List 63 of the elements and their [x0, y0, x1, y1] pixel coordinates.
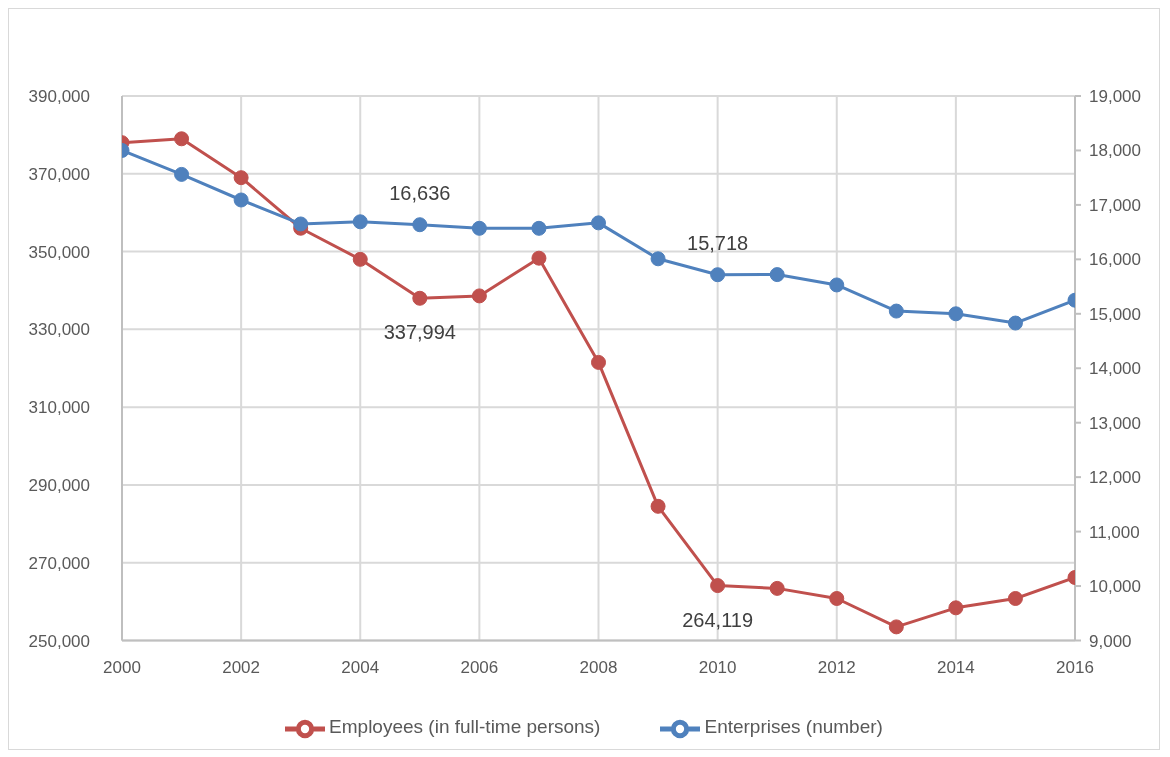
y2-tick-label: 11,000 [1089, 522, 1140, 542]
data-label: 264,119 [682, 608, 754, 631]
x-tick-label: 2016 [1056, 657, 1094, 677]
point [829, 591, 845, 606]
y2-tick-label: 14,000 [1089, 359, 1141, 379]
y-tick-label: 310,000 [28, 398, 90, 418]
y-tick-label: 270,000 [28, 553, 90, 573]
point [471, 288, 487, 304]
x-tick-label: 2002 [222, 657, 261, 677]
legend-label: Enterprises (number) [704, 716, 883, 738]
x-tick-label: 2004 [341, 657, 380, 677]
data-label: 16,636 [389, 181, 451, 204]
point [591, 215, 606, 231]
point [829, 277, 845, 293]
point [591, 354, 606, 370]
point [710, 578, 726, 594]
x-tick-label: 2008 [579, 657, 618, 677]
point [948, 600, 964, 616]
point [769, 580, 785, 596]
y2-tick-label: 13,000 [1089, 413, 1141, 433]
y-tick-label: 330,000 [28, 320, 90, 340]
point [531, 250, 547, 266]
point [233, 170, 249, 186]
y2-tick-label: 15,000 [1089, 304, 1141, 324]
y2-tick-label: 19,000 [1089, 87, 1141, 107]
point [352, 251, 368, 267]
point [174, 166, 190, 182]
x-tick-label: 2012 [817, 657, 856, 677]
data-label: 337,994 [383, 321, 456, 344]
y2-tick-label: 9,000 [1089, 631, 1132, 651]
point [888, 619, 904, 635]
y2-tick-label: 16,000 [1089, 250, 1141, 270]
point [352, 214, 368, 230]
point [888, 303, 904, 319]
point [412, 290, 428, 306]
point [293, 216, 309, 232]
point [531, 220, 547, 236]
point [174, 131, 190, 147]
y2-tick-label: 17,000 [1089, 195, 1141, 215]
x-tick-label: 2014 [936, 657, 975, 677]
y2-tick-label: 12,000 [1089, 468, 1141, 488]
point [650, 498, 666, 514]
point [948, 306, 964, 322]
y2-tick-label: 10,000 [1089, 577, 1141, 597]
point [233, 192, 249, 208]
point [1007, 591, 1023, 606]
point [650, 251, 666, 267]
point [710, 267, 726, 283]
point [471, 220, 487, 236]
x-tick-label: 2010 [698, 657, 737, 677]
x-tick-label: 2000 [103, 657, 141, 677]
y-tick-label: 350,000 [28, 242, 90, 262]
x-tick-label: 2006 [460, 657, 499, 677]
point [412, 217, 428, 233]
y-tick-label: 290,000 [28, 475, 90, 495]
y2-tick-label: 18,000 [1089, 141, 1141, 161]
data-label: 15,718 [687, 231, 749, 254]
y-tick-label: 370,000 [28, 164, 90, 184]
y-tick-label: 250,000 [28, 631, 90, 651]
y-tick-label: 390,000 [28, 87, 90, 107]
point [769, 267, 785, 283]
legend-label: Employees (in full-time persons) [329, 716, 601, 738]
point [1007, 315, 1023, 331]
